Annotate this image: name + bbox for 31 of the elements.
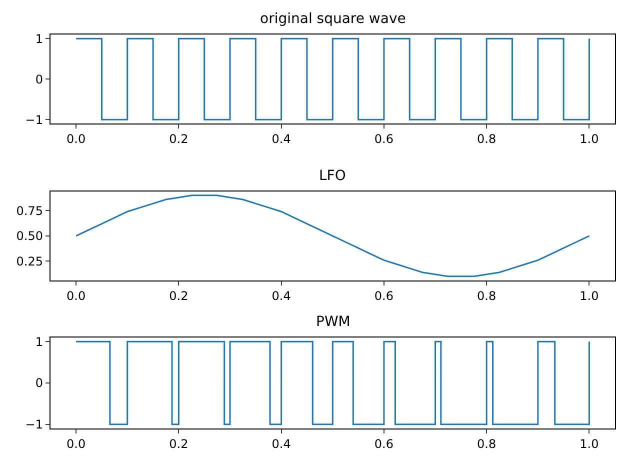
x-tick-label: 0.6: [374, 436, 394, 451]
x-tick-label: 0.0: [66, 288, 86, 303]
x-tick-label: 1.0: [580, 132, 599, 146]
x-tick-label: 1.0: [580, 288, 599, 303]
y-tick-label: 1: [35, 334, 43, 349]
x-tick-label: 0.2: [169, 288, 188, 303]
line-series: [75, 194, 590, 278]
y-tick-label: −1: [25, 112, 43, 127]
x-tick-label: 0.8: [477, 132, 496, 146]
chart-title: PWM: [316, 314, 350, 330]
y-tick-label: 0.50: [16, 229, 43, 244]
x-tick-label: 0.0: [66, 436, 86, 451]
chart-title: original square wave: [260, 11, 406, 27]
x-tick-label: 0.8: [477, 436, 496, 451]
x-tick-label: 1.0: [580, 436, 599, 451]
y-tick-label: 0: [35, 376, 43, 390]
x-tick-label: 0.6: [374, 288, 394, 303]
x-tick-label: 0.6: [374, 132, 394, 146]
y-tick-label: −1: [25, 418, 43, 432]
y-tick-label: 0.75: [16, 204, 43, 218]
y-tick-label: 1: [35, 32, 43, 46]
x-tick-label: 0.4: [272, 436, 291, 451]
chart-title: LFO: [319, 168, 346, 184]
x-tick-label: 0.8: [477, 288, 496, 303]
x-tick-label: 0.2: [169, 436, 188, 451]
y-tick-label: 0: [35, 72, 43, 86]
x-tick-label: 0.4: [272, 132, 291, 146]
y-tick-label: 0.25: [16, 254, 43, 268]
x-tick-label: 0.0: [66, 132, 86, 146]
x-tick-label: 0.2: [169, 132, 188, 146]
x-tick-label: 0.4: [272, 288, 291, 303]
